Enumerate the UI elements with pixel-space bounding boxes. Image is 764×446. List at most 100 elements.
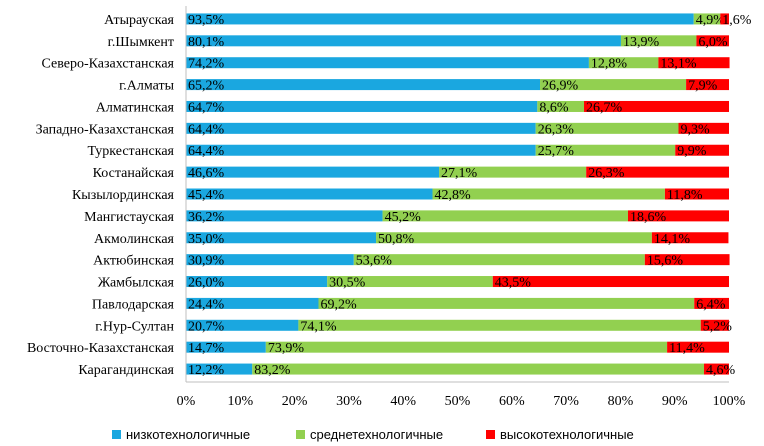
- data-label: 50,8%: [378, 232, 415, 247]
- legend-swatch: [296, 429, 305, 439]
- x-tick-label: 40%: [390, 394, 416, 409]
- x-tick-label: 30%: [336, 394, 362, 409]
- data-label: 43,5%: [495, 276, 532, 291]
- bar-segment: [693, 13, 721, 25]
- bar-segment: [186, 319, 299, 331]
- data-label: 26,3%: [588, 166, 625, 181]
- bar-segment: [298, 319, 701, 331]
- bar-segment: [186, 297, 319, 309]
- bar-segment: [704, 363, 729, 375]
- category-label: Костанайская: [93, 166, 175, 181]
- bar-segment: [186, 122, 536, 134]
- bar-segment: [186, 100, 538, 112]
- data-label: 24,4%: [188, 297, 225, 312]
- legend: низкотехнологичные среднетехнологичные выс…: [0, 424, 764, 444]
- bar-segment: [252, 363, 705, 375]
- bar-segment: [694, 297, 729, 309]
- bar-segment: [620, 35, 697, 47]
- data-label: 18,6%: [630, 210, 667, 225]
- category-label: г.Нур-Султан: [95, 319, 174, 334]
- bar-segment: [588, 57, 659, 69]
- data-label: 25,7%: [538, 144, 575, 159]
- data-label: 13,1%: [660, 57, 697, 72]
- category-label: Жамбылская: [98, 276, 175, 291]
- legend-swatch: [112, 429, 121, 439]
- category-label: г.Шымкент: [108, 35, 174, 50]
- category-label: Карагандинская: [78, 363, 174, 378]
- category-label: Мангистауская: [84, 210, 174, 225]
- bar-segment: [186, 144, 536, 156]
- data-label: 65,2%: [188, 79, 225, 94]
- bar-segment: [535, 144, 676, 156]
- bar-segment: [186, 13, 694, 25]
- bar-segment: [186, 166, 440, 178]
- category-label: Актюбинская: [93, 254, 174, 269]
- legend-item: низкотехнологичные: [112, 424, 250, 444]
- bar-segment: [382, 210, 629, 222]
- data-label: 26,7%: [586, 100, 623, 115]
- bar-segment: [540, 79, 687, 91]
- plot-area: 93,5% 4,9%1,6% Атырауская 80,1% 13,9% 6,0% г.Ш…: [27, 6, 752, 409]
- bar-segment: [186, 363, 253, 375]
- x-tick-label: 80%: [608, 394, 634, 409]
- bar-segment: [353, 254, 645, 266]
- category-label: Туркестанская: [87, 144, 174, 159]
- data-label: 9,9%: [677, 144, 707, 159]
- bar-segment: [696, 35, 729, 47]
- legend-item: среднетехнологичные: [296, 424, 443, 444]
- bar-segment: [678, 122, 729, 134]
- data-label: 64,7%: [188, 100, 225, 115]
- x-tick-label: 10%: [227, 394, 253, 409]
- x-tick-label: 20%: [282, 394, 308, 409]
- bar-segment: [327, 276, 493, 288]
- x-tick-label: 90%: [662, 394, 688, 409]
- bar-segment: [535, 122, 679, 134]
- data-label: 74,1%: [300, 319, 337, 334]
- bar-segment: [686, 79, 729, 91]
- data-label: 69,2%: [320, 297, 357, 312]
- bar-segment: [537, 100, 585, 112]
- x-tick-label: 0%: [177, 394, 196, 409]
- legend-label: высокотехнологичные: [500, 426, 634, 442]
- data-label: 12,8%: [591, 57, 628, 72]
- data-label: 74,2%: [188, 57, 225, 72]
- data-label: 27,1%: [441, 166, 478, 181]
- data-label: 8,6%: [539, 100, 569, 115]
- bar-segment: [376, 232, 652, 244]
- data-label: 64,4%: [188, 122, 225, 137]
- data-label: 30,5%: [329, 276, 366, 291]
- data-label: 1,6%: [722, 13, 752, 28]
- x-tick-label: 60%: [499, 394, 525, 409]
- data-label: 7,9%: [688, 79, 718, 94]
- x-tick-label: 100%: [713, 394, 746, 409]
- category-label: Атырауская: [104, 13, 174, 28]
- bar-segment: [186, 188, 433, 200]
- x-tick-label: 50%: [445, 394, 471, 409]
- data-label: 46,6%: [188, 166, 225, 181]
- data-label: 20,7%: [188, 319, 225, 334]
- bar-segment: [186, 79, 541, 91]
- x-tick-label: 70%: [553, 394, 579, 409]
- category-label: Кызылординская: [72, 188, 175, 203]
- data-label: 15,6%: [647, 254, 684, 269]
- bar-segment: [658, 57, 730, 69]
- category-label: г.Алматы: [119, 79, 174, 94]
- data-label: 11,8%: [667, 188, 703, 203]
- category-label: Павлодарская: [92, 297, 175, 312]
- category-label: Алматинская: [96, 100, 175, 115]
- bar-segment: [651, 232, 729, 244]
- bar-segment: [432, 188, 665, 200]
- data-label: 64,4%: [188, 144, 225, 159]
- category-label: Западно-Казахстанская: [36, 122, 175, 137]
- data-label: 35,0%: [188, 232, 225, 247]
- data-label: 45,4%: [188, 188, 225, 203]
- legend-swatch: [486, 429, 495, 439]
- bar-segment: [667, 341, 729, 353]
- category-label: Северо-Казахстанская: [41, 57, 174, 72]
- data-label: 5,2%: [703, 319, 733, 334]
- data-label: 14,1%: [654, 232, 691, 247]
- data-label: 80,1%: [188, 35, 225, 50]
- bar-segment: [318, 297, 695, 309]
- data-label: 11,4%: [669, 341, 705, 356]
